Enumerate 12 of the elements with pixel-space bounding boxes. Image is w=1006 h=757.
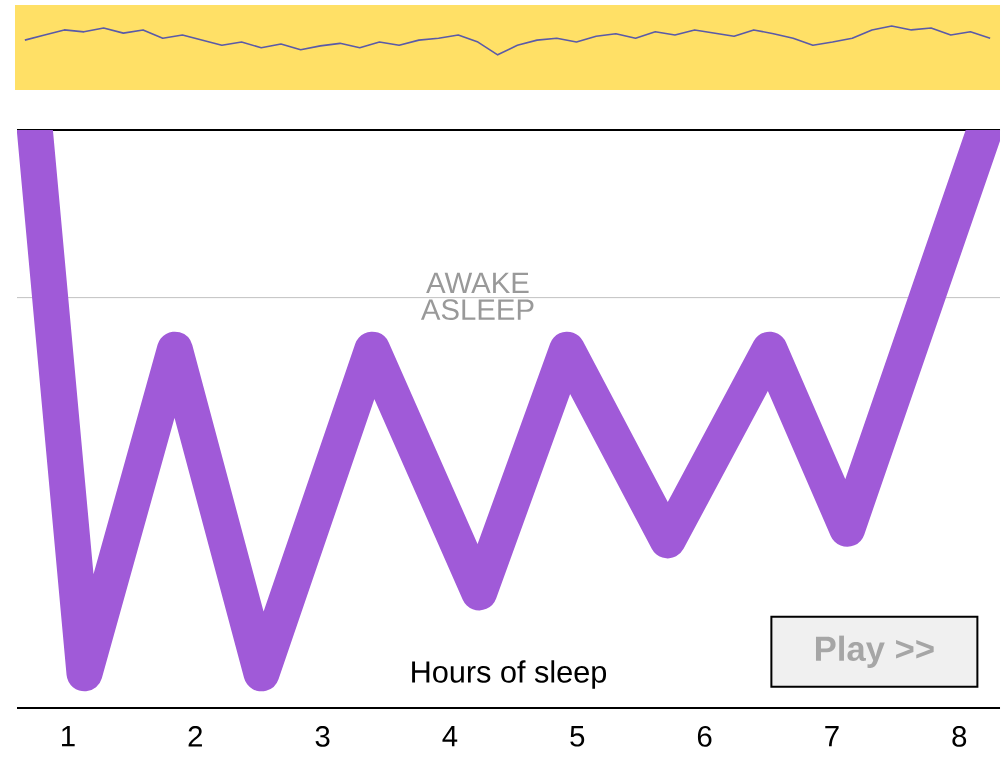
- x-tick-label: 7: [825, 726, 839, 747]
- x-tick-label: 4: [442, 726, 458, 747]
- x-axis-title: Hours of sleep: [412, 660, 607, 689]
- annotation: Play >>: [815, 635, 934, 668]
- x-tick-label: 6: [697, 726, 712, 747]
- x-tick-label: 2: [188, 726, 202, 747]
- x-tick-label: 8: [952, 726, 967, 747]
- x-tick-label: 5: [570, 726, 585, 747]
- ref-line-label: AWAKE: [426, 272, 529, 293]
- annotation: ASLEEP: [420, 299, 534, 320]
- x-tick-label: 3: [315, 726, 330, 747]
- x-tick-label: 1: [62, 726, 75, 747]
